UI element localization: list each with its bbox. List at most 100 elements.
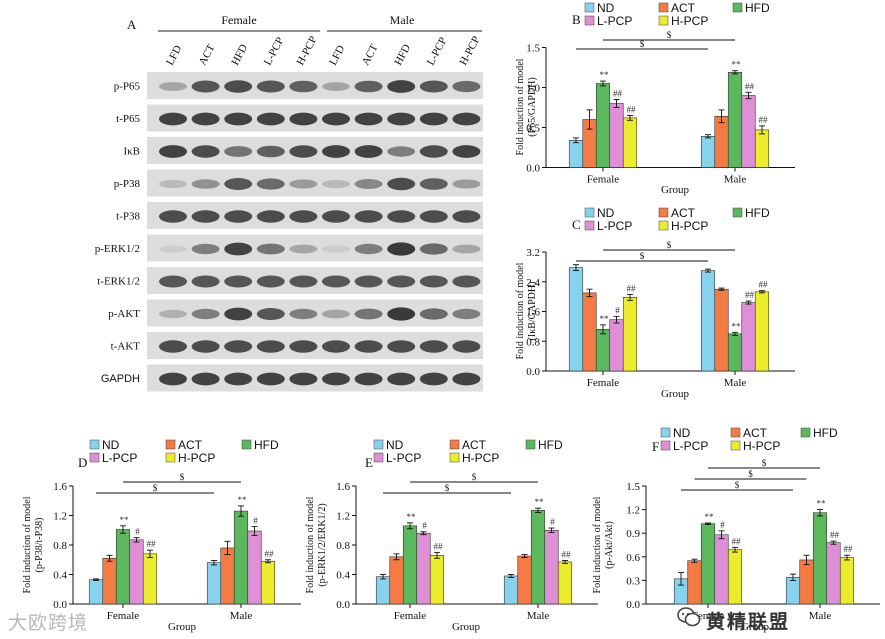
bracket-label: $ <box>735 480 740 490</box>
blot-band <box>256 178 285 190</box>
significance-mark: ** <box>732 321 742 331</box>
blot-row-label: p-ERK1/2 <box>95 243 140 255</box>
bar-hfd <box>595 329 611 372</box>
y-tick-label: 0.3 <box>626 575 640 587</box>
legend-swatch <box>660 440 671 451</box>
blot-row-label: t-P65 <box>116 113 140 125</box>
blot-band <box>256 308 285 320</box>
watermark-left: 大欧跨境 <box>8 612 89 634</box>
legend-swatch <box>89 439 100 450</box>
blot-band <box>191 340 220 353</box>
significance-mark: ## <box>265 549 275 559</box>
significance-mark: # <box>615 305 620 315</box>
chart-panel-c: C ND ACT HFD L-PCP H-PCP 0.0 0.8 1.6 2.4 3.2 Female… <box>515 206 795 400</box>
significance-mark: # <box>720 520 725 530</box>
blot-band <box>387 242 416 256</box>
significance-mark: ** <box>705 512 715 522</box>
bar-l-pcp <box>129 539 144 605</box>
bar-act <box>102 557 117 605</box>
bar-h-pcp <box>727 549 743 605</box>
bar-nd <box>375 576 391 605</box>
blot-band <box>419 112 448 126</box>
blot-band <box>322 275 350 288</box>
y-tick-label: 0.0 <box>526 366 540 378</box>
legend-label: HFD <box>745 206 770 220</box>
bar-hfd <box>115 529 131 605</box>
significance-mark: ## <box>627 105 637 115</box>
blot-band <box>289 340 318 353</box>
bracket-label: $ <box>640 39 645 49</box>
y-axis-label: (IκB/GAPDH) <box>527 282 538 341</box>
panel-label: E <box>365 455 373 470</box>
blot-band <box>354 112 383 126</box>
blot-band <box>452 275 481 288</box>
significance-mark: ## <box>830 530 840 540</box>
legend-swatch <box>449 452 460 463</box>
blot-band <box>452 112 481 126</box>
significance-mark: ## <box>434 541 444 551</box>
chart-panel-d: D ND ACT HFD L-PCP H-PCP 0.0 0.4 0.8 1.2 1.6 Female… <box>22 438 301 633</box>
bracket-label: $ <box>445 483 450 493</box>
blot-band <box>256 112 285 126</box>
legend-swatch <box>89 452 100 463</box>
blot-band <box>387 146 416 157</box>
significance-mark: ** <box>732 60 742 70</box>
bar-act <box>799 559 814 605</box>
blot-band <box>452 210 481 223</box>
lane-label: HFD <box>392 42 413 67</box>
y-axis-label: (p-P38/t-P38) <box>34 518 45 573</box>
blot-band <box>322 145 350 158</box>
blot-band <box>387 275 416 288</box>
blot-band <box>419 340 448 353</box>
y-axis-label: (P65/GAPDH) <box>527 77 538 136</box>
y-axis-label: (p-Akt/Akt) <box>604 521 615 569</box>
bar-h-pcp <box>622 297 638 372</box>
blot-band <box>452 80 481 93</box>
significance-mark: ## <box>745 290 755 300</box>
legend-swatch <box>658 220 669 231</box>
significance-mark: ## <box>844 544 854 554</box>
bar-act <box>582 292 597 372</box>
bar-act <box>687 560 702 605</box>
legend-label: ACT <box>671 1 696 15</box>
legend-label: ACT <box>671 206 696 220</box>
y-tick-label: 0.0 <box>336 599 350 611</box>
y-axis-label: Fold induction of model <box>22 496 33 593</box>
legend-label: ACT <box>462 438 487 452</box>
x-axis-label: Group <box>741 621 770 633</box>
blot-band <box>419 243 448 255</box>
bar-l-pcp <box>416 532 431 605</box>
x-axis-label: Group <box>661 184 690 196</box>
y-axis-label: Fold induction of model <box>515 262 526 359</box>
blot-band <box>289 308 318 320</box>
blot-band <box>419 80 448 93</box>
bar-h-pcp <box>754 291 770 372</box>
blot-band <box>289 244 318 254</box>
legend-swatch <box>732 207 743 218</box>
significance-mark: ** <box>120 515 130 525</box>
y-tick-label: 0.0 <box>53 599 67 611</box>
legend-label: H-PCP <box>743 439 780 453</box>
blot-band <box>354 145 383 158</box>
legend-swatch <box>658 15 669 26</box>
blot-band <box>354 275 383 288</box>
lane-label: ACT <box>197 42 218 67</box>
y-tick-label: 1.2 <box>53 511 67 523</box>
panel-label-a: A <box>127 17 137 32</box>
blot-band <box>322 340 350 353</box>
blot-band <box>354 243 383 255</box>
y-tick-label: 0.0 <box>626 599 640 611</box>
x-category-label: Female <box>107 610 139 622</box>
legend-swatch <box>730 440 741 451</box>
blot-band <box>191 372 220 386</box>
y-tick-label: 0.8 <box>526 336 540 348</box>
legend-swatch <box>658 2 669 13</box>
chart-panel-b: B ND ACT HFD L-PCP H-PCP 0.0 0.5 1.0 1.5 Female Mal… <box>515 1 795 196</box>
bar-nd <box>568 267 584 372</box>
bracket-label: $ <box>667 30 672 40</box>
blot-band <box>289 210 318 223</box>
bar-hfd <box>402 525 418 605</box>
bar-nd <box>700 270 716 372</box>
blot-band <box>224 112 253 126</box>
